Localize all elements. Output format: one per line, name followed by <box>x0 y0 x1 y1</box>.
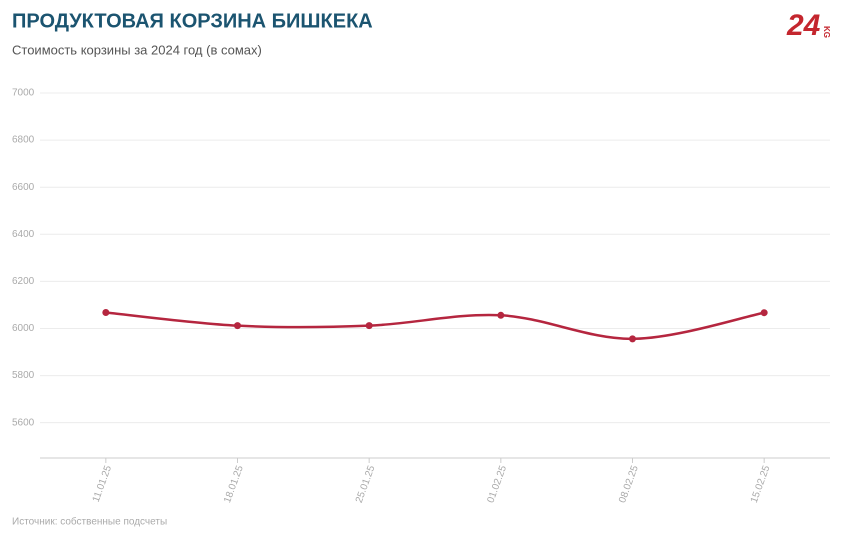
x-tick-label: 01.02.25 <box>485 464 509 505</box>
point <box>629 335 636 343</box>
chart-subtitle: Стоимость корзины за 2024 год (в сомах) <box>12 42 262 57</box>
point <box>365 322 373 330</box>
logo: 24 <box>786 9 821 42</box>
x-tick-label: 11.01.25 <box>91 464 115 504</box>
point <box>102 308 110 316</box>
point <box>760 309 768 317</box>
point <box>497 311 505 319</box>
chart-title: ПРОДУКТОВАЯ КОРЗИНА БИШКЕКА <box>12 10 373 32</box>
y-tick-label: 5600 <box>12 417 35 428</box>
x-tick-label: 08.02.25 <box>617 464 641 505</box>
y-tick-label: 6400 <box>12 229 35 240</box>
line <box>105 311 765 341</box>
point <box>234 322 241 330</box>
x-tick-label: 15.02.25 <box>749 464 773 505</box>
y-tick-label: 6600 <box>12 182 35 193</box>
x-tick-label: 18.01.25 <box>222 464 246 505</box>
x-tick-label: 25.01.25 <box>354 464 378 505</box>
y-tick-label: 7000 <box>12 88 35 99</box>
y-tick-label: 5800 <box>12 370 35 381</box>
logo-sub: KG <box>822 26 831 38</box>
y-tick-label: 6200 <box>12 276 35 287</box>
y-tick-label: 6000 <box>12 323 35 334</box>
source: Источник: собственные подсчеты <box>12 516 167 528</box>
y-tick-label: 6800 <box>12 135 35 146</box>
